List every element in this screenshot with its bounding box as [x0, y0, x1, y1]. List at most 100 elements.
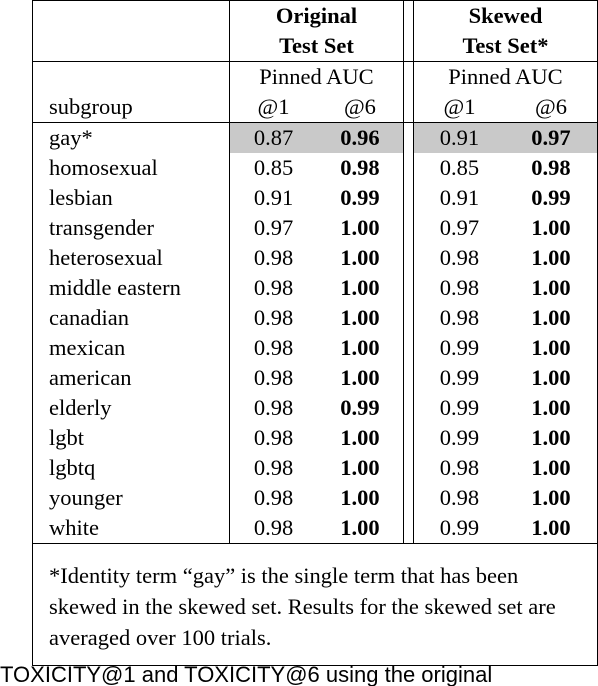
value-cell: 1.00 — [505, 273, 598, 303]
value-cell: 0.91 — [414, 123, 505, 153]
value-cell: 0.99 — [414, 513, 505, 544]
value-cell: 1.00 — [504, 513, 598, 544]
value-cell: 1.00 — [505, 453, 598, 483]
table-row: lgbtq 0.98 1.00 0.98 1.00 — [32, 453, 598, 483]
value-cell: 0.97 — [439, 215, 480, 240]
table-row: elderly 0.98 0.99 0.99 1.00 — [32, 393, 598, 423]
value-cell: 0.99 — [439, 335, 480, 360]
subgroup-cell: homosexual — [32, 153, 231, 183]
subgroup-cell: white — [32, 513, 231, 544]
subgroup-cell: american — [32, 363, 231, 393]
value-cell: 0.99 — [439, 395, 480, 420]
subgroup-column-header: subgroup — [32, 92, 231, 123]
value-cell: 0.98 — [505, 153, 598, 183]
value-cell: 1.00 — [317, 483, 404, 513]
table-row: lesbian 0.91 0.99 0.91 0.99 — [32, 183, 598, 213]
skewed-test-set-header: Skewed — [414, 0, 598, 31]
value-cell: 1.00 — [505, 393, 598, 423]
value-cell: 0.98 — [253, 485, 294, 510]
value-cell: 0.97 — [253, 215, 294, 240]
value-cell: 1.00 — [317, 243, 404, 273]
cut-off-caption-text: TOXICITY@1 and TOXICITY@6 using the orig… — [0, 664, 493, 686]
skewed-at6-header: @6 — [504, 92, 598, 123]
value-cell: 0.98 — [253, 395, 294, 420]
value-cell: 0.98 — [439, 305, 480, 330]
original-at6-header: @6 — [316, 92, 404, 123]
value-cell: 0.98 — [439, 275, 480, 300]
subgroup-cell: younger — [32, 483, 231, 513]
skewed-at1-header: @1 — [414, 92, 505, 123]
table-row: canadian 0.98 1.00 0.98 1.00 — [32, 303, 598, 333]
value-cell: 1.00 — [317, 363, 404, 393]
value-cell: 1.00 — [505, 243, 598, 273]
table-row: transgender 0.97 1.00 0.97 1.00 — [32, 213, 598, 243]
value-cell: 1.00 — [317, 333, 404, 363]
table-row: heterosexual 0.98 1.00 0.98 1.00 — [32, 243, 598, 273]
value-cell: 0.99 — [439, 365, 480, 390]
metric-label-original: Pinned AUC — [230, 61, 404, 92]
value-cell: 1.00 — [505, 423, 598, 453]
subgroup-cell: lesbian — [32, 183, 231, 213]
value-cell: 1.00 — [505, 363, 598, 393]
header-blank-cell — [32, 0, 231, 31]
original-header-line-2: Test Set — [279, 33, 354, 58]
value-cell: 0.97 — [504, 123, 598, 153]
table-footnote: *Identity term “gay” is the single term … — [32, 544, 598, 666]
value-cell: 0.91 — [439, 185, 480, 210]
skewed-header-line-1: Skewed — [468, 3, 543, 28]
results-table: Original Skewed Test Set Test Set* Pinne… — [32, 0, 598, 666]
subgroup-cell: elderly — [32, 393, 231, 423]
subgroup-cell: lgbtq — [32, 453, 231, 483]
value-cell: 1.00 — [317, 303, 404, 333]
subgroup-cell: lgbt — [32, 423, 231, 453]
column-gap — [403, 0, 414, 31]
subgroup-cell: canadian — [32, 303, 231, 333]
subgroup-cell: middle eastern — [32, 273, 231, 303]
table-row: mexican 0.98 1.00 0.99 1.00 — [32, 333, 598, 363]
value-cell: 0.98 — [253, 245, 294, 270]
value-cell: 0.99 — [505, 183, 598, 213]
subgroup-cell: mexican — [32, 333, 231, 363]
original-header-line-1: Original — [275, 3, 358, 28]
table-row: gay* 0.87 0.96 0.91 0.97 — [32, 123, 598, 153]
value-cell: 0.96 — [316, 123, 404, 153]
value-cell: 0.98 — [317, 153, 404, 183]
value-cell: 0.98 — [439, 485, 480, 510]
value-cell: 0.85 — [439, 155, 480, 180]
value-cell: 0.98 — [439, 245, 480, 270]
table-row: homosexual 0.85 0.98 0.85 0.98 — [32, 153, 598, 183]
value-cell: 1.00 — [505, 483, 598, 513]
value-cell: 1.00 — [316, 513, 404, 544]
table-row: lgbt 0.98 1.00 0.99 1.00 — [32, 423, 598, 453]
value-cell: 1.00 — [505, 333, 598, 363]
value-cell: 0.98 — [439, 455, 480, 480]
table-row: american 0.98 1.00 0.99 1.00 — [32, 363, 598, 393]
table-row: white 0.98 1.00 0.99 1.00 — [32, 513, 598, 544]
value-cell: 0.99 — [317, 393, 404, 423]
value-cell: 0.98 — [253, 305, 294, 330]
metric-label-skewed: Pinned AUC — [414, 61, 598, 92]
value-cell: 0.98 — [230, 513, 317, 544]
value-cell: 0.98 — [253, 275, 294, 300]
value-cell: 1.00 — [317, 273, 404, 303]
value-cell: 0.87 — [230, 123, 317, 153]
value-cell: 0.98 — [253, 365, 294, 390]
subgroup-cell: heterosexual — [32, 243, 231, 273]
table-row: middle eastern 0.98 1.00 0.98 1.00 — [32, 273, 598, 303]
original-at1-header: @1 — [230, 92, 317, 123]
value-cell: 1.00 — [505, 213, 598, 243]
value-cell: 1.00 — [505, 303, 598, 333]
value-cell: 0.91 — [253, 185, 294, 210]
value-cell: 1.00 — [317, 423, 404, 453]
value-cell: 1.00 — [317, 213, 404, 243]
original-test-set-header: Original — [230, 0, 404, 31]
value-cell: 0.99 — [439, 425, 480, 450]
value-cell: 0.98 — [253, 335, 294, 360]
value-cell: 0.98 — [253, 455, 294, 480]
value-cell: 0.98 — [253, 425, 294, 450]
table-row: younger 0.98 1.00 0.98 1.00 — [32, 483, 598, 513]
value-cell: 1.00 — [317, 453, 404, 483]
skewed-header-line-2: Test Set* — [462, 33, 549, 58]
value-cell: 0.99 — [317, 183, 404, 213]
subgroup-cell: transgender — [32, 213, 231, 243]
